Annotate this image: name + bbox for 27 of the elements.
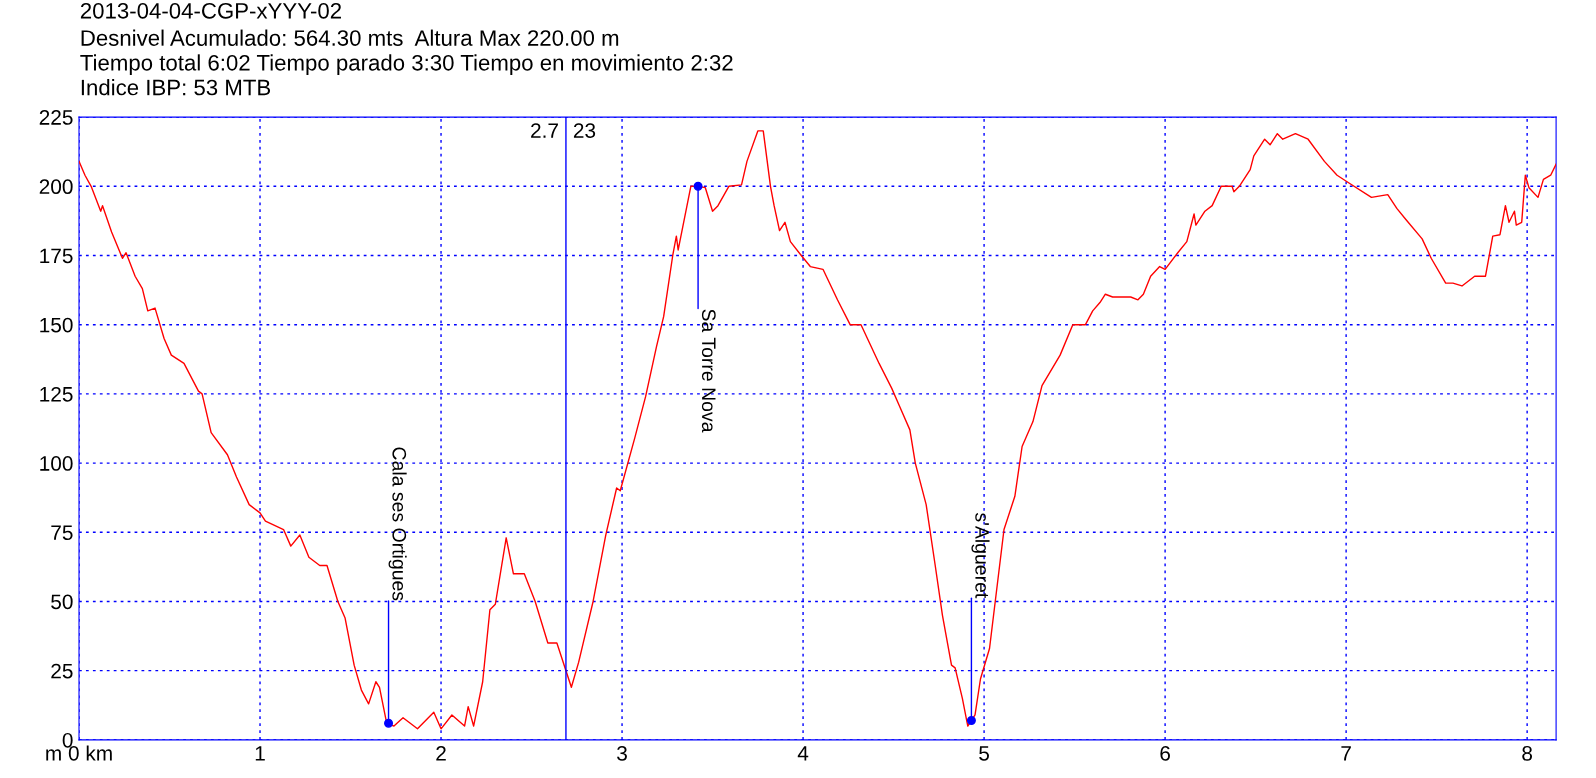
annotation: 23	[573, 123, 596, 138]
annotation: Cala ses Ortigues	[388, 447, 407, 601]
y-tick-label: 25	[51, 663, 73, 679]
x-tick-label: 2	[436, 745, 446, 761]
annotation: Sa Torre Nova	[701, 309, 716, 433]
x-tick-label: 3	[617, 745, 627, 761]
ref-line-label: 2.7	[531, 123, 558, 138]
x-tick-label: 6	[1160, 745, 1170, 761]
y-tick-label: 100	[40, 456, 73, 471]
y-tick-label: 175	[40, 248, 73, 264]
x-tick-label: 4	[797, 746, 809, 761]
x-tick-label: 5	[979, 746, 990, 761]
y-tick-label: 225	[39, 110, 73, 125]
point	[693, 181, 703, 191]
y-tick-label: 50	[51, 594, 73, 610]
y-tick-label: 75	[51, 525, 73, 541]
y-tick-label: 125	[40, 386, 73, 402]
chart-title: 2013-04-04-CGP-xYYY-02	[80, 2, 341, 19]
point	[384, 718, 394, 728]
x-tick-label: 7	[1341, 746, 1351, 761]
point	[966, 716, 976, 726]
y-tick-label: 200	[39, 179, 73, 195]
x-tick-label: 1	[255, 746, 265, 761]
annotation: s'Algueret	[971, 512, 990, 599]
y-tick-label: 150	[40, 317, 73, 333]
x-tick-label: 8	[1522, 745, 1533, 761]
chart-subtitle: Desnivel Acumulado: 564.30 mts Altura Max 220.00 m Tiempo total 6:02 Tiempo parado 3:30 Tiempo en movimiento 2:32 Indice IBP: 53 MTB	[80, 29, 733, 96]
